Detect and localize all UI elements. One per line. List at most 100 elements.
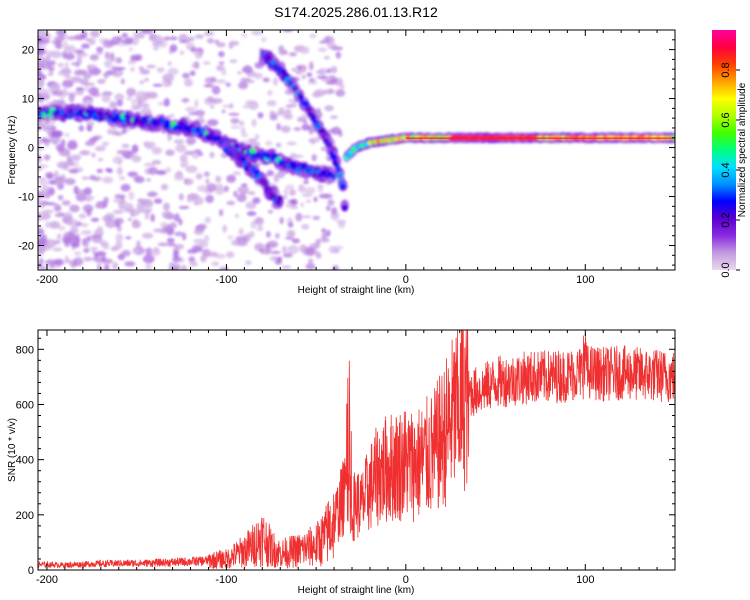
- noise-blob: [314, 240, 321, 249]
- noise-blob: [185, 106, 196, 112]
- noise-blob: [301, 74, 306, 80]
- noise-blob: [142, 254, 155, 264]
- noise-blob: [248, 138, 257, 143]
- noise-blob: [64, 75, 72, 79]
- noise-blob: [90, 30, 100, 38]
- snr-y-tick-label: 400: [16, 455, 34, 467]
- noise-blob: [178, 218, 183, 226]
- noise-blob: [82, 71, 92, 80]
- noise-blob: [309, 33, 317, 39]
- noise-blob: [307, 80, 318, 85]
- noise-blob: [128, 191, 135, 201]
- noise-blob: [66, 35, 79, 41]
- upper-branch-blob: [330, 153, 337, 160]
- noise-blob: [207, 96, 215, 103]
- noise-blob: [236, 194, 247, 202]
- noise-blob: [204, 77, 214, 84]
- noise-blob: [266, 230, 271, 238]
- noise-blob: [88, 87, 99, 96]
- spectrogram-x-tick-label: 0: [403, 274, 409, 286]
- noise-blob: [175, 144, 187, 153]
- noise-blob: [296, 118, 305, 122]
- noise-blob: [221, 267, 226, 270]
- noise-blob: [160, 183, 169, 191]
- noise-blob: [281, 265, 291, 269]
- upper-branch-blob: [335, 165, 341, 172]
- noise-blob: [330, 66, 338, 74]
- noise-blob: [211, 261, 220, 267]
- noise-blob: [321, 228, 327, 233]
- noise-blob: [68, 169, 79, 174]
- noise-blob: [136, 202, 145, 212]
- noise-blob: [47, 72, 54, 76]
- noise-blob: [115, 241, 123, 250]
- noise-blob: [305, 263, 316, 270]
- spectrogram-y-tick-label: -20: [18, 241, 34, 253]
- spectrogram-y-tick-label: 20: [22, 45, 34, 57]
- noise-blob: [145, 247, 153, 256]
- noise-blob: [242, 104, 251, 109]
- colorbar-label: Normalized spectral amplitude: [737, 82, 748, 217]
- noise-blob: [150, 213, 155, 223]
- noise-blob: [139, 69, 150, 75]
- noise-blob: [106, 168, 113, 173]
- upper-branch-blob: [340, 183, 346, 190]
- noise-blob: [56, 233, 62, 240]
- noise-blob: [173, 213, 180, 222]
- colorbar-tick-label: 0.4: [720, 162, 732, 177]
- noise-blob: [116, 149, 129, 155]
- noise-blob: [64, 148, 71, 158]
- noise-blob: [335, 51, 341, 59]
- noise-blob: [167, 67, 179, 76]
- noise-blob: [308, 128, 314, 135]
- noise-blob: [339, 84, 345, 89]
- noise-blob: [44, 50, 56, 55]
- noise-blob: [89, 175, 97, 181]
- noise-blob: [151, 248, 161, 256]
- noise-blob: [57, 225, 66, 231]
- noise-blob: [131, 98, 137, 106]
- noise-blob: [241, 33, 248, 38]
- noise-blob: [39, 210, 46, 216]
- noise-blob: [69, 154, 82, 159]
- noise-blob: [52, 89, 64, 97]
- noise-blob: [288, 221, 294, 228]
- noise-blob: [225, 82, 231, 87]
- noise-blob: [81, 43, 90, 49]
- noise-blob: [41, 185, 50, 192]
- noise-blob: [167, 61, 172, 66]
- noise-blob: [228, 43, 233, 50]
- noise-blob: [233, 190, 238, 198]
- spectrogram-y-tick-label: 0: [28, 143, 34, 155]
- noise-blob: [54, 203, 60, 211]
- noise-blob: [84, 242, 89, 248]
- noise-blob: [153, 228, 164, 233]
- noise-blob: [69, 204, 80, 213]
- noise-blob: [80, 30, 88, 39]
- noise-blob: [338, 221, 346, 229]
- snr-x-tick-label: -200: [36, 574, 58, 586]
- noise-blob: [121, 249, 131, 257]
- noise-blob: [222, 224, 228, 233]
- noise-blob: [247, 191, 256, 196]
- noise-blob: [64, 178, 76, 185]
- noise-blob: [299, 244, 308, 253]
- noise-blob: [147, 141, 156, 148]
- noise-blob: [330, 126, 342, 135]
- noise-blob: [280, 125, 291, 133]
- noise-blob: [205, 178, 210, 185]
- noise-blob: [38, 231, 43, 236]
- noise-blob: [96, 225, 104, 235]
- noise-blob: [38, 56, 46, 64]
- noise-blob: [241, 133, 248, 138]
- noise-blob: [309, 61, 314, 71]
- noise-blob: [174, 231, 184, 237]
- noise-blob: [146, 178, 152, 182]
- spectrogram-blobs: [38, 30, 675, 270]
- noise-blob: [266, 170, 274, 177]
- noise-blob: [83, 247, 90, 253]
- noise-blob: [74, 251, 82, 256]
- noise-blob: [238, 81, 249, 90]
- noise-blob: [109, 52, 115, 61]
